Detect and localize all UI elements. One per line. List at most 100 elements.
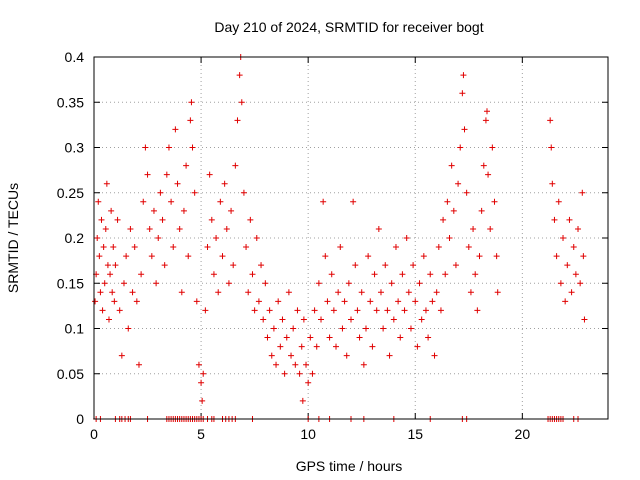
data-point — [305, 379, 312, 386]
data-point — [273, 361, 280, 368]
data-point — [114, 216, 121, 223]
grid-lines — [94, 57, 608, 419]
data-point — [348, 316, 354, 323]
x-tick-label: 20 — [515, 426, 531, 442]
data-point — [397, 334, 404, 341]
data-point — [427, 271, 434, 278]
x-tick-label: 10 — [300, 426, 316, 442]
data-point — [262, 280, 269, 287]
y-tick: 0.05 — [57, 366, 608, 382]
data-point — [150, 207, 157, 214]
data-point — [118, 352, 125, 359]
data-point — [551, 216, 558, 223]
data-point — [133, 298, 140, 305]
data-point — [333, 343, 340, 350]
data-point — [105, 316, 112, 323]
data-point — [461, 126, 468, 133]
data-point — [307, 334, 314, 341]
data-point — [188, 99, 195, 106]
y-tick-label: 0.25 — [57, 185, 84, 201]
data-point — [555, 198, 562, 205]
data-point — [200, 370, 207, 377]
data-point — [125, 325, 132, 332]
data-point — [330, 307, 337, 314]
data-point — [170, 244, 177, 251]
data-point — [564, 262, 571, 269]
data-point — [96, 253, 103, 260]
data-point — [163, 171, 170, 178]
data-point — [217, 198, 224, 205]
data-point — [401, 307, 408, 314]
data-points — [92, 54, 588, 422]
data-point — [292, 361, 299, 368]
data-point — [228, 207, 235, 214]
data-point — [283, 334, 290, 341]
data-point — [356, 334, 363, 341]
data-point — [313, 343, 320, 350]
data-point — [279, 316, 286, 323]
data-point — [142, 144, 149, 151]
data-point — [298, 343, 305, 350]
data-point — [380, 325, 387, 332]
data-point — [568, 289, 575, 296]
data-point — [165, 144, 172, 151]
data-point — [270, 325, 277, 332]
data-point — [328, 271, 335, 278]
data-point — [99, 307, 106, 314]
axis-ticks: 0 5 10 15 20 0 0.05 0.1 0.15 0.2 0.25 0.3 0.35 0.4 — [57, 49, 608, 442]
data-point — [448, 162, 455, 169]
data-point — [431, 352, 438, 359]
data-point — [111, 298, 118, 305]
data-point — [386, 352, 393, 359]
data-point — [390, 316, 397, 323]
data-point — [407, 325, 414, 332]
data-point — [260, 316, 267, 323]
data-point — [566, 216, 573, 223]
data-point — [480, 162, 487, 169]
data-point — [414, 343, 421, 350]
data-point — [418, 316, 425, 323]
data-point — [253, 235, 260, 241]
data-point — [476, 253, 483, 260]
y-tick-label: 0 — [76, 411, 84, 427]
data-point — [249, 271, 256, 278]
data-point — [580, 253, 587, 260]
x-axis-label: GPS time / hours — [296, 458, 403, 474]
data-point — [457, 144, 464, 151]
data-point — [144, 171, 151, 178]
data-point — [221, 180, 228, 187]
data-point — [371, 271, 378, 278]
data-point — [467, 289, 474, 296]
data-point — [384, 307, 391, 314]
x-tick: 15 — [407, 57, 423, 442]
data-point — [193, 298, 200, 305]
data-point — [392, 244, 399, 251]
data-point — [463, 189, 470, 196]
data-point — [373, 307, 380, 314]
data-point — [135, 361, 142, 368]
data-point — [112, 262, 119, 269]
data-point — [460, 72, 467, 79]
data-point — [399, 271, 406, 278]
y-tick-label: 0.3 — [65, 140, 85, 156]
data-point — [97, 289, 104, 296]
data-point — [202, 307, 209, 314]
data-point — [465, 244, 472, 251]
data-point — [294, 307, 301, 314]
data-point — [266, 307, 273, 314]
data-point — [268, 352, 275, 359]
data-point — [264, 334, 271, 341]
data-point — [148, 253, 155, 260]
y-tick-label: 0.15 — [57, 275, 84, 291]
data-point — [425, 334, 432, 341]
data-point — [176, 225, 183, 232]
data-point — [107, 271, 114, 278]
data-point — [446, 235, 453, 241]
data-point — [185, 253, 192, 260]
data-point — [240, 189, 247, 196]
data-point — [322, 253, 329, 260]
data-point — [493, 253, 500, 260]
data-point — [388, 280, 395, 287]
data-point — [491, 198, 498, 205]
data-point — [557, 280, 564, 287]
